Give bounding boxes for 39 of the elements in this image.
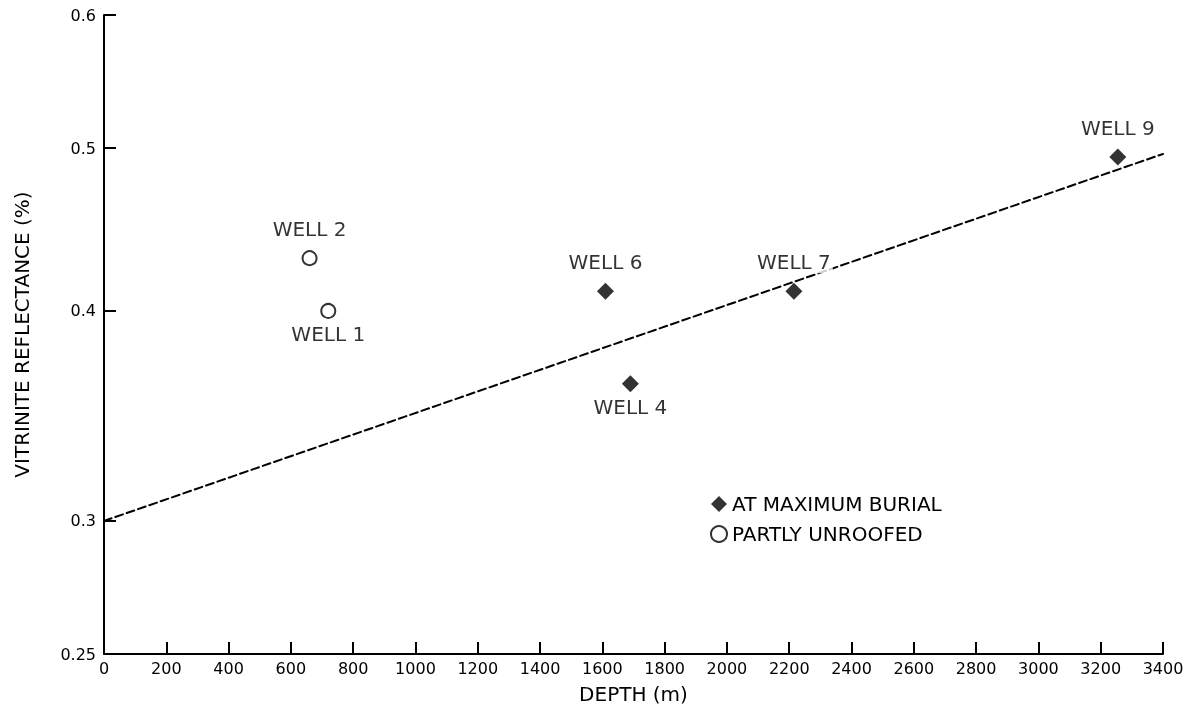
y-tick-label: 0.6	[70, 5, 96, 25]
point	[785, 282, 803, 300]
x-tick-label: 600	[275, 658, 307, 678]
annotation: WELL 7	[757, 250, 831, 275]
x-tick-label: 2600	[893, 658, 935, 678]
point	[1109, 148, 1127, 166]
x-tick-label: 2200	[768, 658, 810, 678]
x-tick-label: 0	[98, 658, 110, 678]
y-tick-label: 0.5	[70, 138, 96, 158]
point	[301, 250, 318, 267]
point	[596, 282, 614, 300]
point	[621, 375, 639, 393]
x-tick-label: 1800	[644, 658, 686, 678]
x-tick-label: 3400	[1142, 658, 1184, 678]
x-tick-label: 2800	[955, 658, 997, 678]
y-tick-label: 0.3	[70, 511, 96, 531]
y-tick-label: 0.25	[60, 644, 96, 664]
x-tick-label: 1600	[581, 658, 623, 678]
x-tick-label: 2000	[706, 658, 748, 678]
annotation: WELL 6	[568, 250, 643, 275]
x-tick-label: 2400	[831, 658, 872, 678]
legend-label: PARTLY UNROOFED	[732, 522, 923, 546]
annotation: WELL 2	[272, 217, 347, 242]
y-tick-label: 0.4	[70, 301, 96, 321]
x-tick-label: 1000	[395, 658, 436, 678]
x-tick-label: 400	[213, 658, 244, 678]
x-tick-label: 800	[337, 658, 369, 678]
x-tick-label: 200	[151, 658, 182, 678]
y-axis-title: VITRINITE REFLECTANCE (%)	[10, 191, 34, 478]
x-tick-label: 1400	[519, 658, 561, 678]
x-axis-title: DEPTH (m)	[579, 682, 688, 706]
annotation: WELL 1	[291, 321, 366, 346]
annotation: WELL 4	[593, 394, 668, 419]
point	[320, 302, 337, 319]
x-tick-label: 3200	[1080, 658, 1122, 678]
x-tick-label: 3000	[1018, 658, 1059, 678]
annotation: WELL 9	[1080, 115, 1155, 140]
x-tick-label: 1200	[457, 658, 499, 678]
legend-label: AT MAXIMUM BURIAL	[732, 492, 943, 516]
